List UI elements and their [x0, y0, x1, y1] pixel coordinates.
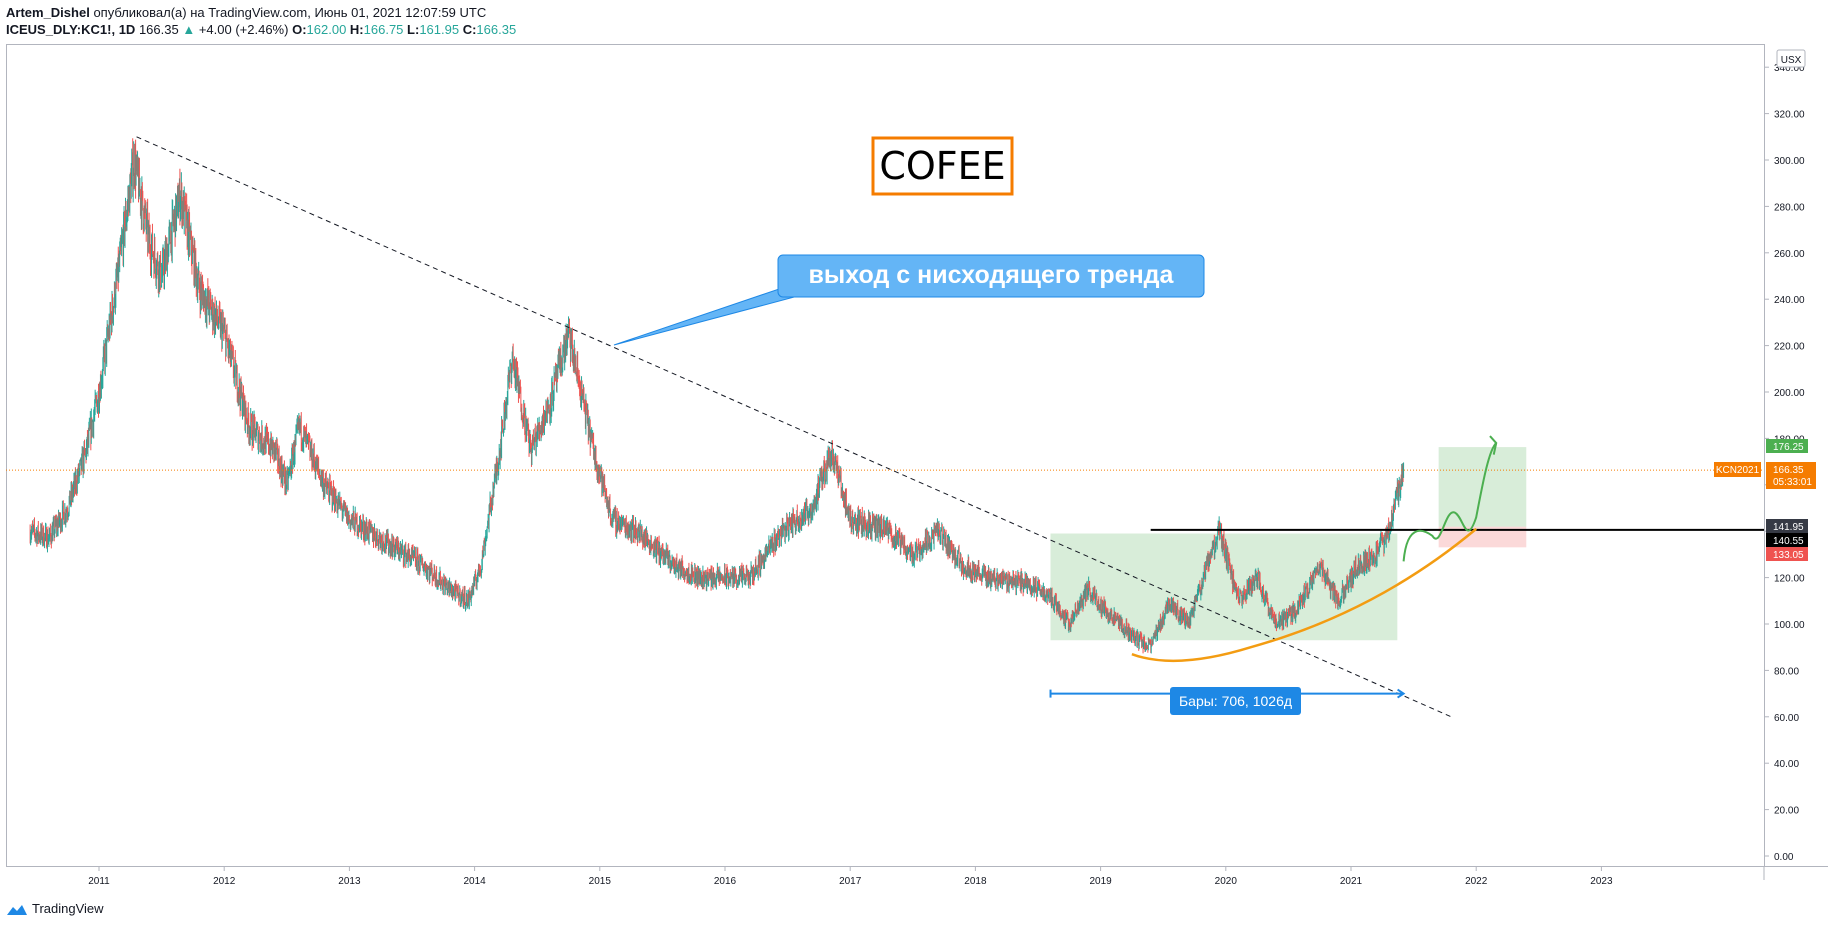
x-tick-label: 2022 — [1465, 876, 1488, 887]
change-arrow-icon: ▲ — [182, 22, 196, 37]
time-axis[interactable]: 2011 2012 2013 2014 2015 2016 2017 2018 2019 2020… — [88, 866, 1613, 887]
y-tick-label: 100.00 — [1774, 620, 1805, 631]
price-labels: KCN2021 166.35 05:33:01 176.25 141.95 14… — [1714, 439, 1816, 561]
range-measure-label[interactable]: Бары: 706, 1026д — [1170, 687, 1301, 715]
x-tick-label: 2011 — [88, 876, 110, 887]
y-tick-label: 200.00 — [1774, 388, 1805, 399]
high-label: H: — [349, 22, 364, 37]
currency-badge-text: USX — [1781, 55, 1802, 66]
current-price-box — [1766, 462, 1816, 489]
x-tick-label: 2016 — [714, 876, 737, 887]
symbol-tag-box — [1714, 462, 1761, 477]
countdown-label: 05:33:01 — [1773, 477, 1812, 488]
publish-info: Artem_Dishel опубликовал(а) на TradingVi… — [6, 5, 486, 20]
price-change: +4.00 (+2.46%) — [198, 22, 289, 37]
target-price-box — [1766, 439, 1808, 453]
y-tick-label: 60.00 — [1774, 713, 1799, 724]
x-tick-label: 2014 — [463, 876, 486, 887]
y-tick-label: 20.00 — [1774, 806, 1799, 817]
stop-price-label: 133.05 — [1773, 550, 1804, 561]
chart-drawings[interactable] — [6, 136, 1764, 718]
y-tick-label: 280.00 — [1774, 202, 1805, 213]
high-value: 166.75 — [363, 22, 404, 37]
x-tick-label: 2013 — [338, 876, 361, 887]
author-name[interactable]: Artem_Dishel — [6, 5, 90, 20]
last-price: 166.35 — [138, 22, 179, 37]
candlestick-series — [29, 138, 1405, 654]
y-tick-label: 300.00 — [1774, 156, 1805, 167]
range-measure-text: Бары: 706, 1026д — [1179, 693, 1292, 709]
symbol-name[interactable]: ICEUS_DLY:KC1!, 1D — [6, 22, 136, 37]
brand-text: TradingView — [32, 901, 104, 916]
x-tick-label: 2012 — [213, 876, 236, 887]
projection-arrowhead — [1489, 435, 1498, 455]
close-value: 166.35 — [476, 22, 517, 37]
rounding-bottom-arc — [1131, 527, 1478, 663]
x-tick-label: 2021 — [1340, 876, 1363, 887]
x-tick-label: 2018 — [964, 876, 987, 887]
level-price-box — [1766, 533, 1808, 547]
level-price-label: 140.55 — [1773, 536, 1804, 547]
title-box[interactable]: COFEE — [871, 136, 1014, 196]
currency-badge[interactable]: USX — [1776, 49, 1806, 68]
y-tick-label: 320.00 — [1774, 110, 1805, 121]
projection-path — [1402, 442, 1498, 562]
y-tick-label: 340.00 — [1774, 63, 1805, 74]
open-label: O: — [292, 22, 307, 37]
y-tick-label: 80.00 — [1774, 666, 1799, 677]
open-value: 162.00 — [306, 22, 347, 37]
low-label: L: — [407, 22, 420, 37]
symbol-tag: KCN2021 — [1716, 465, 1760, 476]
y-tick-label: 40.00 — [1774, 759, 1799, 770]
x-tick-label: 2023 — [1590, 876, 1613, 887]
x-tick-label: 2015 — [589, 876, 612, 887]
downtrend-line — [136, 136, 1452, 718]
y-tick-label: 220.00 — [1774, 342, 1805, 353]
target-price-label: 176.25 — [1773, 442, 1804, 453]
range-measure-arrow-icon — [1397, 688, 1406, 699]
tradingview-logo-icon — [7, 904, 27, 915]
y-tick-label: 120.00 — [1774, 574, 1805, 585]
symbol-legend: ICEUS_DLY:KC1!, 1D 166.35 ▲ +4.00 (+2.46… — [6, 22, 516, 37]
y-tick-label: 260.00 — [1774, 249, 1805, 260]
y-tick-label: 240.00 — [1774, 295, 1805, 306]
close-label: C: — [462, 22, 477, 37]
x-tick-label: 2020 — [1215, 876, 1238, 887]
entry-price-label: 141.95 — [1773, 522, 1804, 533]
published-text: опубликовал(а) на TradingView.com, Июнь … — [93, 5, 487, 20]
entry-price-box — [1766, 519, 1808, 533]
x-tick-label: 2017 — [839, 876, 862, 887]
low-value: 161.95 — [419, 22, 460, 37]
current-price-label: 166.35 — [1773, 465, 1804, 476]
x-tick-label: 2019 — [1089, 876, 1112, 887]
callout[interactable]: выход с нисходящего тренда — [613, 254, 1205, 346]
callout-text: выход с нисходящего тренда — [809, 261, 1175, 289]
stop-price-box — [1766, 547, 1808, 561]
tradingview-brand[interactable]: TradingView — [6, 901, 104, 916]
title-box-text: COFEE — [879, 144, 1005, 188]
y-tick-label: 0.00 — [1774, 852, 1794, 863]
